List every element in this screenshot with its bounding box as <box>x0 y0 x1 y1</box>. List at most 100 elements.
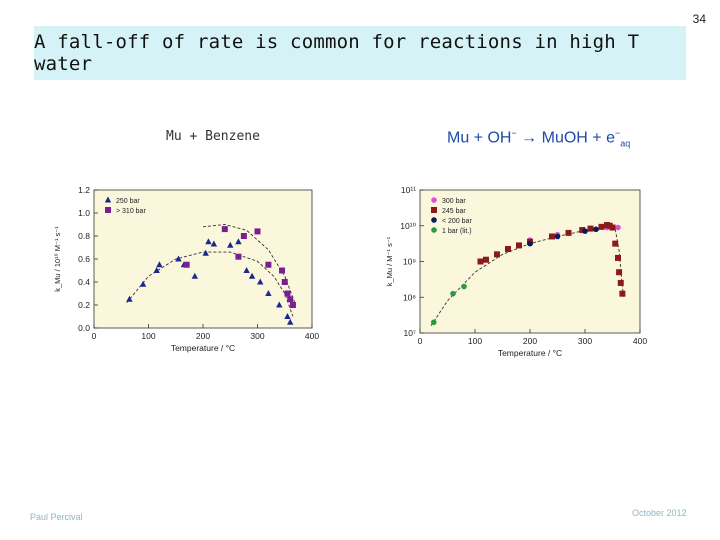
right-chart-data-point <box>450 290 456 297</box>
right-chart-data-point <box>615 224 621 231</box>
left-chart-data-point <box>284 290 291 297</box>
right-chart-data-point <box>609 224 616 231</box>
left-chart-data-point <box>202 249 209 256</box>
left-chart-ytick-label: 0.0 <box>78 323 90 333</box>
left-chart-data-point <box>287 318 294 325</box>
left-chart-legend-label: > 310 bar <box>116 208 146 215</box>
right-chart-data-point <box>616 269 623 276</box>
right-chart-plot-area <box>419 189 641 334</box>
right-chart-legend-label: 300 bar <box>442 198 466 205</box>
right-chart-legend-label: 1 bar (lit.) <box>442 228 472 235</box>
left-chart-data-point <box>139 280 147 287</box>
right-chart-data-point <box>483 256 489 263</box>
footer-date: October 2012 <box>632 508 687 518</box>
right-chart-data-point <box>582 228 588 234</box>
left-chart-data-point <box>243 267 250 273</box>
right-chart-data-point <box>505 245 511 252</box>
right-chart-ylabel: k_Mu / M⁻¹ s⁻¹ <box>385 236 394 286</box>
right-chart-ytick-label: 10¹¹ <box>401 185 416 195</box>
left-chart-xtick-label: 300 <box>250 331 264 341</box>
right-chart-legend-marker <box>431 217 437 223</box>
left-chart-data-point <box>276 301 283 308</box>
right-chart-data-point <box>593 226 599 233</box>
left-chart-data-point <box>153 267 160 273</box>
right-chart-data-point <box>549 233 555 240</box>
left-chart-data-point <box>126 295 133 302</box>
right-chart-xtick-label: 100 <box>468 336 482 346</box>
right-chart-xtick-label: 300 <box>578 336 592 346</box>
left-chart-data-point <box>248 272 256 279</box>
reactant-oh: OH <box>487 129 512 147</box>
plus-sign-2: + <box>587 129 607 147</box>
chart-mu-benzene-svg: 0.0 0.2 0.4 0.6 0.8 1.0 1.2 0 100 200 300 400 Temper… <box>53 185 319 353</box>
right-chart-legend-marker <box>431 207 437 213</box>
left-chart-xtick-label: 400 <box>305 331 319 341</box>
left-chart-data-point <box>210 240 218 247</box>
plus-sign-1: + <box>469 129 488 147</box>
right-chart-data-point <box>598 223 605 230</box>
right-chart-xtick-label: 200 <box>523 336 537 346</box>
chart-mu-oh-svg: 10⁷ 10⁸ 10⁹ 10¹⁰ 10¹¹ 0 100 200 300 400 Temperatur… <box>385 185 647 358</box>
caption-mu-oh-reaction: Mu + OH− → MuOH + e−aq <box>447 128 630 149</box>
oh-charge: − <box>511 128 517 138</box>
left-chart-xtick-label: 200 <box>196 331 210 341</box>
right-chart-xtick-label: 0 <box>418 336 423 346</box>
left-chart-legend-marker <box>104 196 112 203</box>
left-chart-ytick-label: 0.8 <box>78 231 90 241</box>
left-chart-plot-area <box>93 189 313 329</box>
right-chart-data-point <box>615 254 621 261</box>
left-chart-ytick-label: 0.2 <box>78 300 90 310</box>
left-chart-ytick-label: 1.2 <box>78 185 90 195</box>
right-chart-legend-label: 245 bar <box>442 208 466 215</box>
right-chart-ytick-label: 10⁹ <box>403 257 416 267</box>
left-chart-xtick-label: 100 <box>141 331 155 341</box>
left-chart-legend-label: 250 bar <box>116 198 140 205</box>
reactant-mu: Mu <box>447 129 470 147</box>
left-chart-data-point <box>221 226 228 233</box>
left-chart-data-point <box>265 261 272 268</box>
left-chart-data-point <box>191 272 199 279</box>
left-chart-data-point <box>175 255 182 262</box>
right-chart-data-point <box>617 279 624 286</box>
left-chart-xtick-label: 0 <box>92 331 97 341</box>
right-chart-legend-marker <box>431 227 437 233</box>
right-chart-fit-curve <box>614 229 624 298</box>
left-chart-xlabel: Temperature / °C <box>171 343 235 353</box>
right-chart-xtick-label: 400 <box>633 336 647 346</box>
electron-charge: − <box>615 128 621 138</box>
left-chart-legend-marker <box>105 207 111 213</box>
chart-mu-oh: 10⁷ 10⁸ 10⁹ 10¹⁰ 10¹¹ 0 100 200 300 400 Temperatur… <box>382 178 654 360</box>
left-chart-data-point <box>287 296 294 303</box>
right-chart-xlabel: Temperature / °C <box>498 348 562 358</box>
left-chart-data-point <box>265 290 272 296</box>
chart-mu-benzene: 0.0 0.2 0.4 0.6 0.8 1.0 1.2 0 100 200 300 400 Temper… <box>50 178 330 360</box>
right-chart-ytick-label: 10⁷ <box>403 328 416 338</box>
right-chart-data-point <box>516 242 522 249</box>
right-chart-data-point <box>461 283 467 290</box>
right-chart-legend-label: < 200 bar <box>442 218 472 225</box>
left-chart-data-point <box>257 278 264 285</box>
left-chart-ytick-label: 1.0 <box>78 208 90 218</box>
right-chart-data-point <box>554 233 561 240</box>
right-chart-ytick-label: 10⁸ <box>403 292 416 302</box>
left-chart-data-point <box>279 267 286 274</box>
left-chart-data-point <box>284 313 291 319</box>
left-chart-data-point <box>205 238 212 245</box>
right-chart-data-point <box>619 290 626 297</box>
right-chart-data-point <box>477 258 484 265</box>
right-chart-ytick-label: 10¹⁰ <box>400 221 416 231</box>
left-chart-data-point <box>240 233 247 239</box>
left-chart-data-point <box>235 238 242 245</box>
left-chart-data-point <box>183 261 190 268</box>
footer-author: Paul Percival <box>30 512 83 522</box>
left-chart-data-point <box>254 228 261 235</box>
left-chart-ylabel: k_Mu / 10¹⁰ M⁻¹ s⁻¹ <box>53 226 62 292</box>
electron-aq: aq <box>620 138 631 149</box>
left-chart-data-point <box>289 302 296 308</box>
product-electron: e <box>606 129 615 147</box>
left-chart-ytick-label: 0.4 <box>78 277 90 287</box>
slide-number: 34 <box>692 12 706 26</box>
left-chart-data-point <box>281 279 288 285</box>
caption-mu-benzene: Mu + Benzene <box>166 129 260 144</box>
slide-title: A fall-off of rate is common for reactio… <box>34 31 640 75</box>
